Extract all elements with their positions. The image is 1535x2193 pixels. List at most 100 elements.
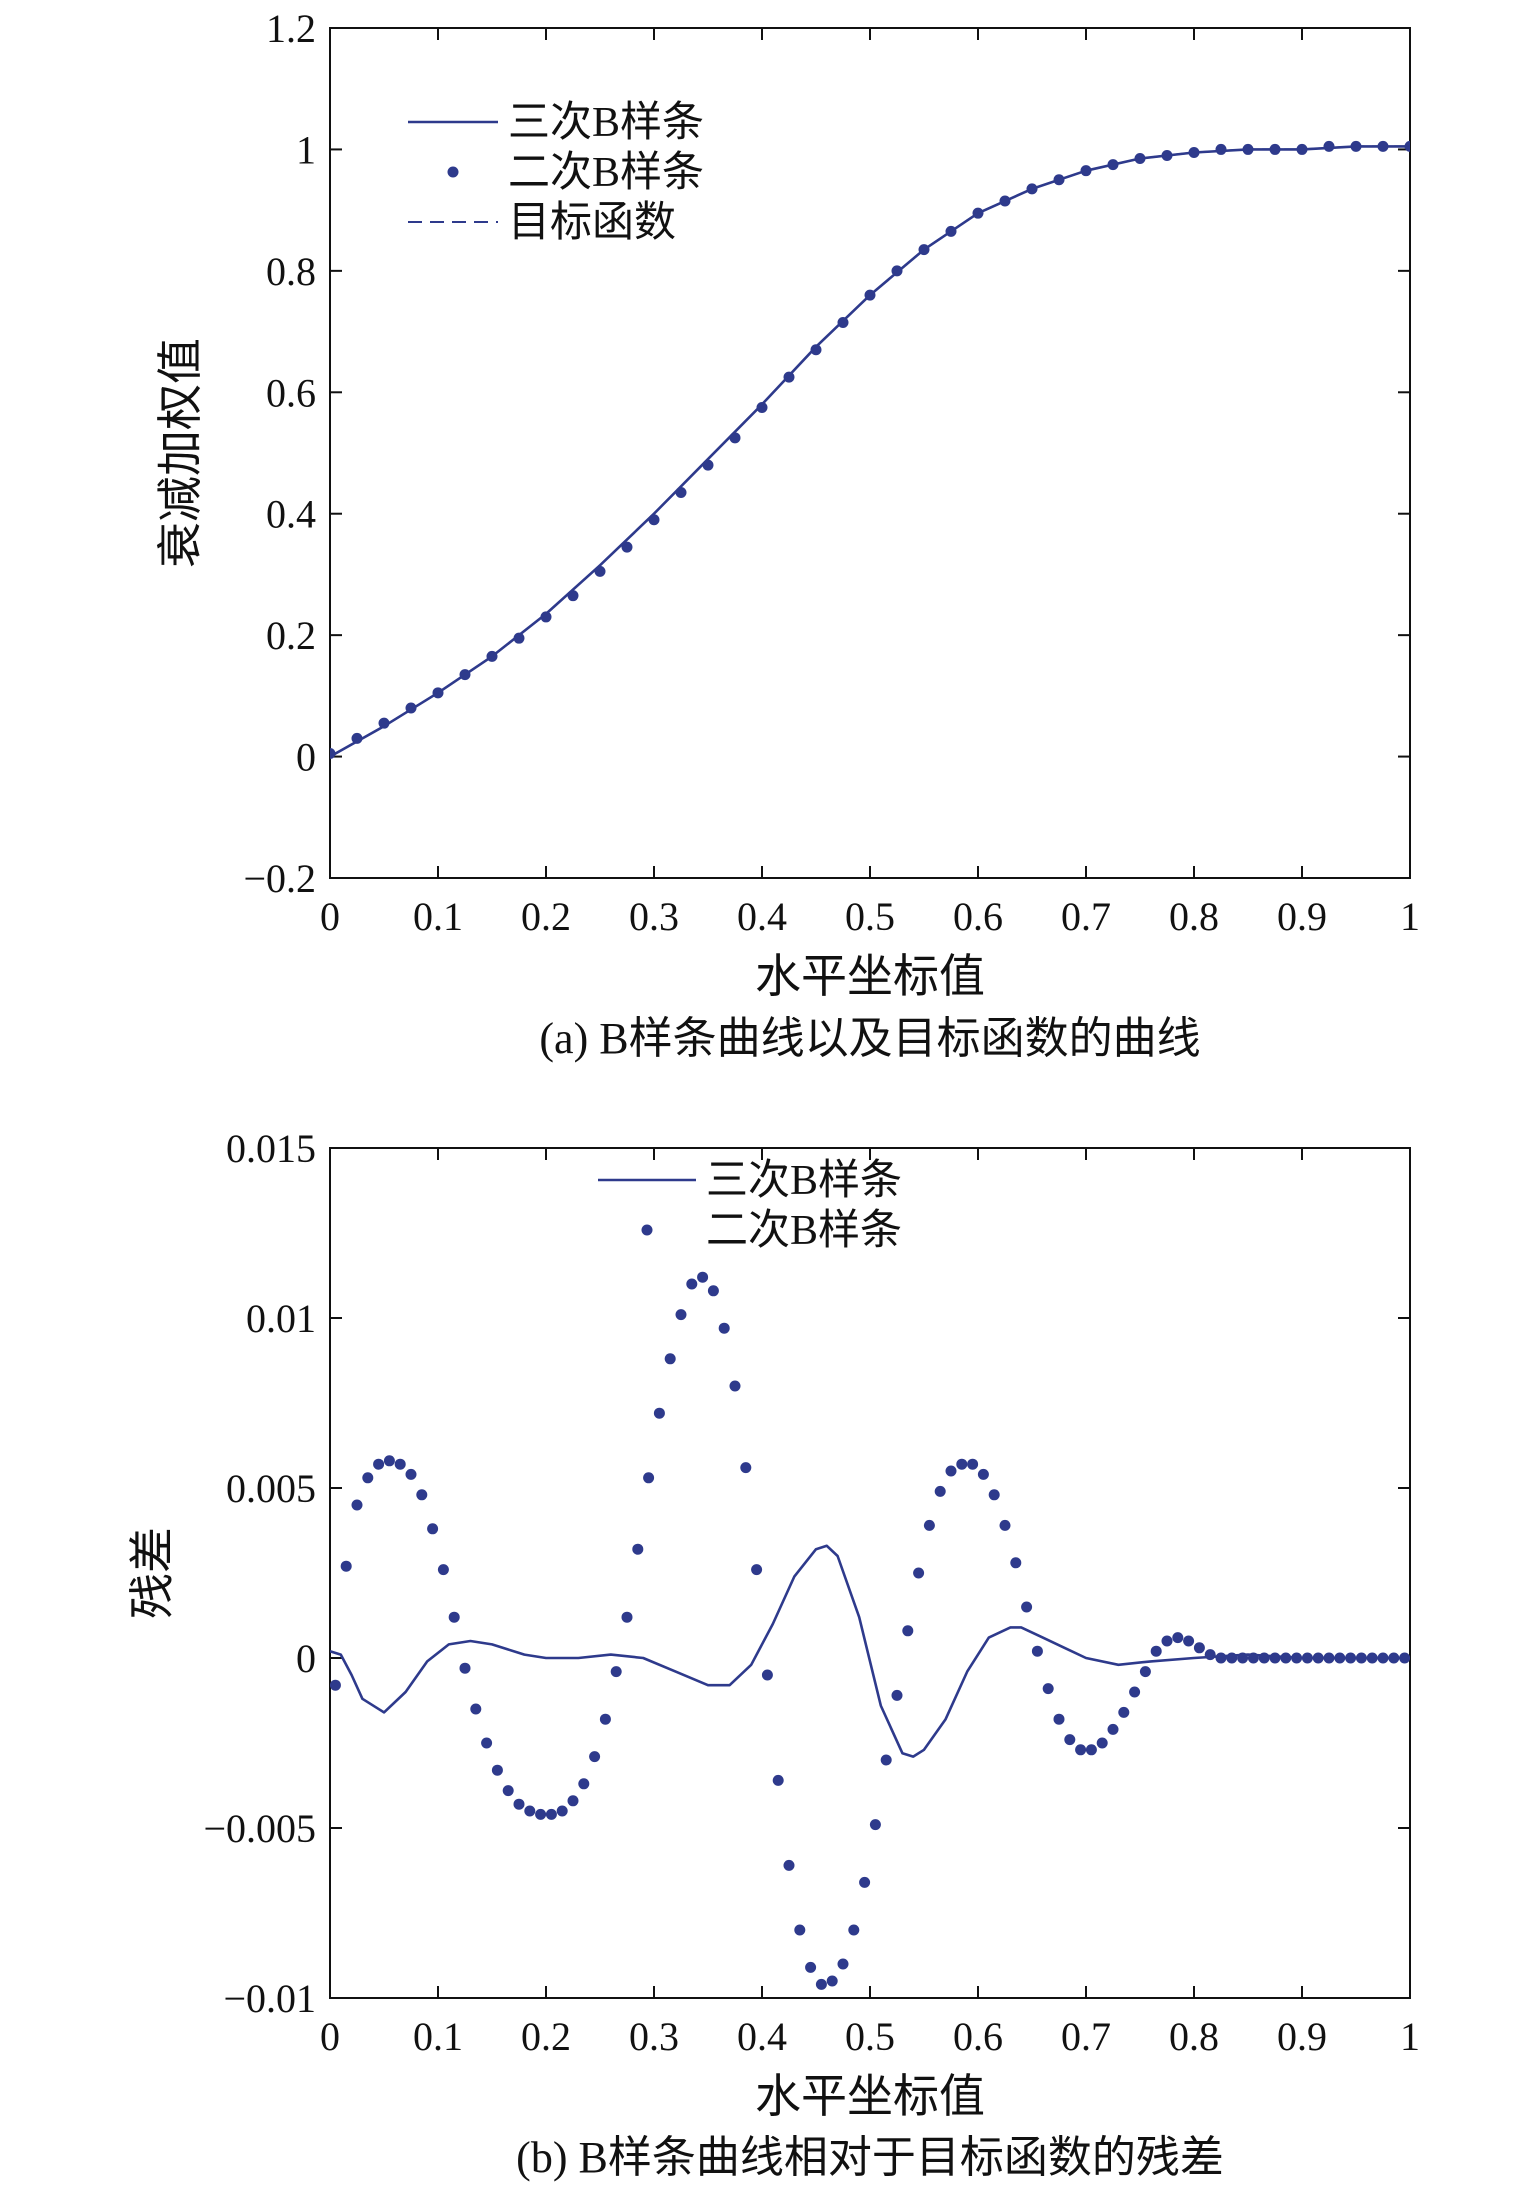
y-tick-label: −0.2 [243,856,316,901]
series-dots [330,140,1410,760]
y-tick-label: 1.2 [266,6,316,51]
data-point [362,1472,374,1484]
data-point [810,344,822,356]
data-point [556,1805,568,1817]
data-point [1323,1652,1335,1664]
legend-label: 目标函数 [508,200,676,246]
y-tick-label: 0.015 [226,1126,316,1171]
x-tick-label: 0.3 [629,894,679,939]
y-tick-label: −0.01 [223,1976,316,2021]
data-point [772,1774,784,1786]
data-point [902,1625,914,1637]
data-point [837,316,849,328]
data-point [686,1278,698,1290]
data-point [1064,1734,1076,1746]
data-point [1388,1652,1400,1664]
data-point [977,1468,989,1480]
x-axis-label: 水平坐标值 [755,2071,985,2122]
data-point [1215,143,1227,155]
data-point [643,1472,655,1484]
data-point [1139,1666,1151,1678]
data-point [1323,140,1335,152]
data-point [945,1465,957,1477]
data-point [1291,1652,1303,1664]
y-tick-label: 0.6 [266,370,316,415]
series-line [330,1544,1410,1758]
series-solid [330,145,1410,758]
data-point [859,1876,871,1888]
data-point [448,1611,460,1623]
data-point [1366,1652,1378,1664]
data-point [913,1567,925,1579]
data-point [383,1455,395,1467]
data-point [718,1322,730,1334]
data-point [1226,1652,1238,1664]
data-point [340,1560,352,1572]
data-point [740,1462,752,1474]
x-axis-label: 水平坐标值 [755,951,985,1002]
data-point [1188,146,1200,158]
y-tick-label: 0 [296,1636,316,1681]
data-point [761,1669,773,1681]
x-tick-label: 0.2 [521,894,571,939]
data-point [632,1543,644,1555]
data-point [837,1958,849,1970]
data-point [416,1489,428,1501]
data-point [405,1468,417,1480]
data-point [1204,1649,1216,1661]
legend-label: 二次B样条 [508,150,704,196]
data-point [783,371,795,383]
data-point [1161,150,1173,161]
x-tick-label: 1 [1400,894,1420,939]
data-point [491,1764,503,1776]
legend-label: 三次B样条 [706,1158,902,1204]
data-point [1399,1652,1410,1664]
x-tick-label: 0.1 [413,894,463,939]
legend-dot-icon [447,166,459,178]
data-point [1150,1645,1162,1657]
plot-area [330,1271,1410,1990]
x-tick-label: 0.4 [737,2014,787,2059]
data-point [1269,1652,1281,1664]
data-point [1355,1652,1367,1664]
data-point [1247,1652,1259,1664]
x-tick-label: 0.6 [953,2014,1003,2059]
data-point [432,687,444,699]
y-tick-label: 0 [296,735,316,780]
data-point [427,1523,439,1535]
y-tick-label: 0.2 [266,613,316,658]
legend-label: 三次B样条 [508,100,704,146]
data-point [1334,1652,1346,1664]
data-point [1010,1557,1022,1569]
chart-b: 0 0.1 0.2 0.3 0.4 0.5 0.6 0.7 0.8 0.9 1 −0.01 −0.005… [127,1126,1420,2182]
series-dashed [330,145,1410,758]
y-tick-label: 1 [296,127,316,172]
series-line [330,145,1410,758]
data-point [1345,1652,1357,1664]
data-point [880,1754,892,1766]
data-point [373,1458,385,1470]
figure-caption: (a) B样条曲线以及目标函数的曲线 [539,1014,1200,1063]
data-point [702,459,714,471]
plot-area [330,140,1410,760]
data-point [1053,1713,1065,1725]
y-tick-label: 0.8 [266,249,316,294]
data-point [394,1458,406,1470]
data-point [1031,1645,1043,1657]
x-tick-label: 0.5 [845,894,895,939]
legend-dot-icon [641,1224,653,1236]
data-point [459,1662,471,1674]
x-tick-label: 0.1 [413,2014,463,2059]
x-tick-label: 0.3 [629,2014,679,2059]
data-point [378,717,390,729]
x-tick-label: 0.9 [1277,2014,1327,2059]
data-point [815,1978,827,1990]
data-point [729,432,741,444]
data-point [1021,1601,1033,1613]
data-point [1280,1652,1292,1664]
data-point [999,195,1011,207]
data-point [707,1285,719,1297]
x-tick-label: 0.5 [845,2014,895,2059]
data-point [653,1407,665,1419]
